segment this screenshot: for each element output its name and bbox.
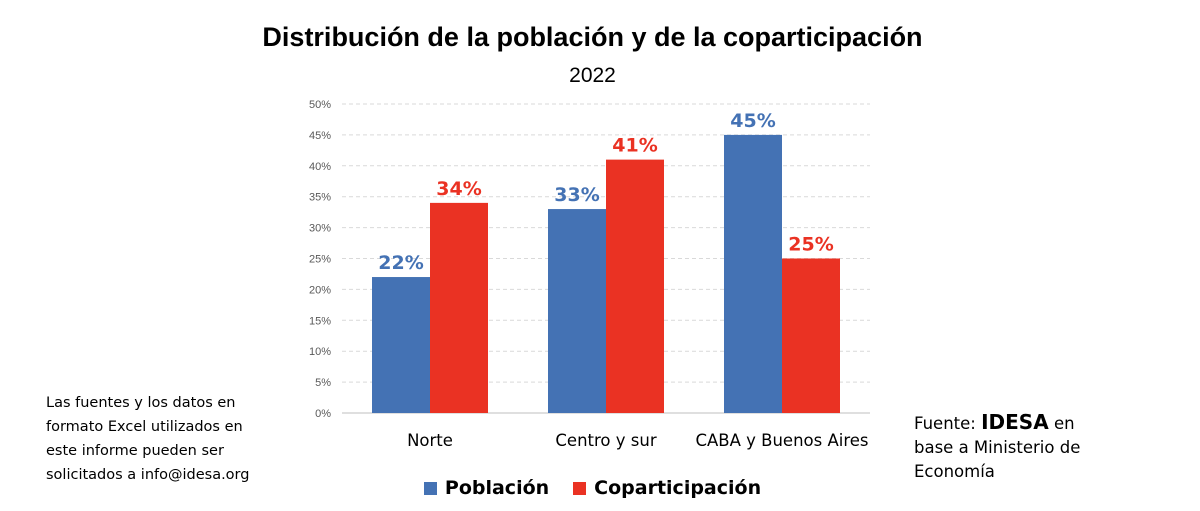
note-line: este informe pueden ser: [46, 443, 224, 459]
legend-label: Población: [444, 477, 550, 499]
source-suffix: en: [1053, 414, 1075, 433]
legend-swatch: [573, 481, 587, 495]
source-line: base a Ministerio de: [914, 438, 1081, 457]
data-label: 41%: [612, 135, 657, 157]
source-prefix: Fuente:: [914, 414, 976, 433]
chart-legend: Población Coparticipación: [0, 477, 1185, 499]
y-tick-label: 30%: [309, 223, 331, 235]
y-tick-label: 40%: [309, 161, 331, 173]
data-label: 33%: [554, 184, 599, 206]
bar: [724, 134, 782, 413]
data-label: 22%: [378, 252, 423, 274]
y-tick-label: 20%: [309, 284, 331, 296]
chart-title: Distribución de la población y de la cop…: [262, 22, 923, 52]
source-credit: Fuente: IDESA en base a Ministerio de Ec…: [914, 410, 1114, 484]
y-tick-label: 25%: [309, 254, 331, 266]
chart-subtitle: 2022: [569, 64, 616, 87]
legend-item-coparticipacion: Coparticipación: [573, 477, 761, 499]
note-line: solicitados a info@idesa.org: [46, 467, 250, 483]
data-label: 45%: [730, 110, 775, 132]
note-line: formato Excel utilizados en: [46, 419, 243, 435]
y-tick-label: 50%: [309, 99, 331, 111]
x-category-label: CABA y Buenos Aires: [695, 431, 868, 450]
bar: [606, 159, 664, 413]
bar: [782, 258, 840, 413]
y-tick-label: 15%: [309, 315, 331, 327]
data-availability-note: Las fuentes y los datos en formato Excel…: [46, 391, 286, 487]
data-label: 25%: [788, 234, 833, 256]
y-tick-label: 5%: [315, 377, 331, 389]
legend-swatch: [423, 481, 437, 495]
data-label: 34%: [436, 178, 481, 200]
x-category-label: Centro y sur: [555, 431, 656, 450]
y-tick-label: 45%: [309, 130, 331, 142]
bar: [548, 209, 606, 413]
y-tick-label: 0%: [315, 408, 331, 420]
source-line: Economía: [914, 462, 995, 481]
y-tick-label: 35%: [309, 192, 331, 204]
note-line: Las fuentes y los datos en: [46, 395, 236, 411]
source-brand: IDESA: [981, 410, 1049, 434]
legend-label: Coparticipación: [594, 477, 762, 499]
y-tick-label: 10%: [309, 346, 331, 358]
x-category-label: Norte: [407, 431, 453, 450]
legend-item-poblacion: Población: [423, 477, 550, 499]
bar: [430, 202, 488, 413]
bar: [372, 277, 430, 413]
